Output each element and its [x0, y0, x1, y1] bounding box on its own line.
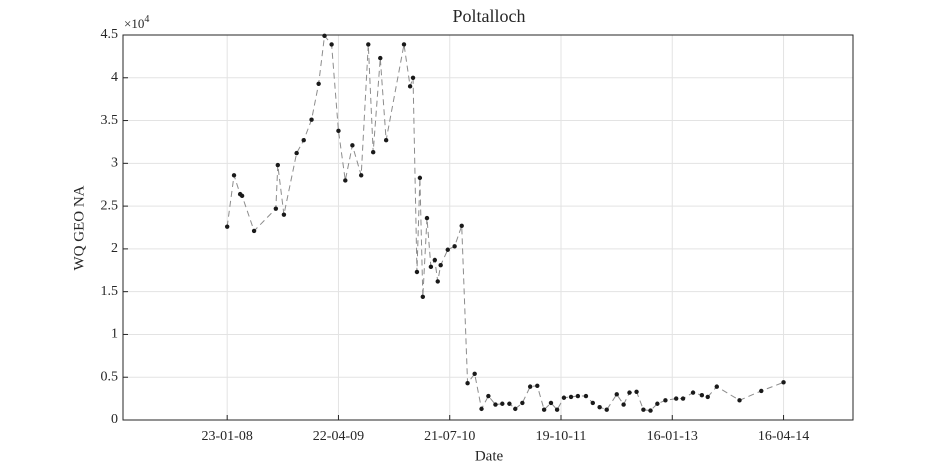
x-tick-label: 16-01-13: [647, 429, 698, 444]
data-point: [520, 400, 525, 406]
y-multiplier: ×104: [124, 14, 149, 31]
data-point: [343, 178, 348, 183]
data-point: [401, 42, 407, 47]
y-tick-label: 0: [111, 412, 118, 427]
data-point: [597, 404, 602, 410]
y-tick-label: 0.5: [101, 369, 119, 384]
data-point: [424, 215, 430, 221]
y-tick-label: 1: [111, 327, 118, 342]
data-point: [621, 402, 626, 407]
data-point: [452, 244, 457, 249]
data-point: [465, 381, 470, 386]
data-point: [507, 401, 512, 406]
x-tick-label: 19-10-11: [536, 429, 587, 444]
data-point: [420, 294, 426, 299]
data-point: [358, 173, 364, 178]
y-multiplier-exponent: 4: [144, 14, 149, 25]
y-tick-label: 4: [111, 70, 118, 85]
data-point: [583, 393, 589, 399]
data-point: [548, 400, 554, 406]
data-point: [410, 75, 416, 80]
data-line: [226, 34, 784, 412]
data-point: [641, 407, 646, 412]
data-point: [294, 150, 299, 156]
data-point: [301, 138, 306, 143]
y-axis-label: WQ GEO NA: [71, 185, 87, 270]
data-point: [309, 117, 314, 122]
data-point: [655, 401, 660, 406]
data-point: [541, 407, 547, 412]
data-point: [699, 392, 705, 398]
data-point: [634, 389, 639, 394]
data-point: [350, 143, 355, 148]
data-point: [336, 128, 341, 134]
data-point: [527, 384, 533, 389]
data-point: [231, 173, 237, 178]
data-point: [479, 406, 484, 412]
data-point: [445, 247, 450, 252]
data-point: [493, 402, 498, 407]
x-tick-label: 21-07-10: [424, 429, 475, 444]
x-tick-label: 23-01-08: [202, 429, 253, 444]
data-point: [680, 396, 686, 401]
data-point: [378, 55, 383, 61]
data-point: [737, 398, 742, 403]
data-point: [275, 162, 281, 168]
data-point: [417, 175, 423, 181]
data-point: [535, 383, 540, 388]
data-point: [438, 262, 443, 268]
data-point: [714, 384, 719, 389]
data-point: [370, 150, 376, 155]
data-point: [500, 401, 505, 406]
data-point: [781, 380, 786, 385]
data-point: [432, 257, 438, 263]
data-point: [281, 212, 287, 217]
y-tick-label: 3.5: [101, 113, 119, 128]
data-point: [627, 390, 632, 395]
data-point: [614, 392, 619, 397]
data-point: [575, 393, 581, 399]
data-point: [663, 398, 668, 403]
data-point: [486, 393, 491, 399]
data-point: [673, 396, 679, 401]
y-tick-label: 4.5: [101, 27, 119, 42]
data-point: [366, 42, 371, 47]
data-point: [604, 407, 609, 412]
data-point: [513, 406, 518, 412]
y-tick-label: 2: [111, 241, 118, 256]
y-tick-label: 1.5: [101, 284, 119, 299]
data-point: [316, 81, 321, 86]
data-point: [590, 400, 595, 406]
x-tick-label: 16-04-14: [758, 429, 809, 444]
chart-title: Poltalloch: [453, 6, 526, 26]
data-point: [435, 279, 440, 284]
data-point: [648, 408, 653, 413]
data-point: [561, 395, 567, 400]
data-point: [472, 371, 477, 376]
data-point: [329, 42, 334, 47]
data-point: [428, 264, 434, 270]
y-multiplier-base: ×10: [124, 16, 144, 31]
data-point: [554, 407, 560, 412]
y-tick-label: 2.5: [101, 198, 119, 213]
x-axis-label: Date: [475, 448, 504, 464]
data-point: [407, 84, 413, 89]
data-point: [459, 223, 464, 228]
y-tick-label: 3: [111, 156, 118, 171]
data-point: [224, 224, 230, 229]
data-point: [251, 228, 257, 234]
x-tick-label: 22-04-09: [313, 429, 364, 444]
data-point: [383, 138, 389, 143]
data-point: [690, 390, 696, 395]
plot-frame: [122, 34, 854, 421]
data-point: [322, 33, 327, 39]
data-point: [414, 269, 420, 275]
data-point: [568, 394, 574, 400]
data-point: [705, 394, 710, 400]
data-point: [239, 193, 245, 199]
data-point: [273, 206, 279, 211]
data-point: [759, 388, 764, 394]
